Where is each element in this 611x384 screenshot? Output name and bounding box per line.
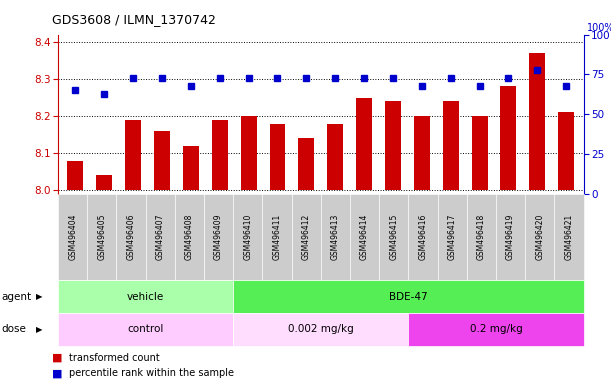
Text: vehicle: vehicle [127, 291, 164, 302]
Text: GSM496413: GSM496413 [331, 214, 340, 260]
Bar [356, 98, 372, 190]
Text: GSM496410: GSM496410 [243, 214, 252, 260]
Bar [298, 138, 314, 190]
Bar [327, 124, 343, 190]
Text: BDE-47: BDE-47 [389, 291, 428, 302]
Text: GSM496404: GSM496404 [68, 214, 77, 260]
Bar [183, 146, 199, 190]
Text: GDS3608 / ILMN_1370742: GDS3608 / ILMN_1370742 [52, 13, 216, 26]
Text: percentile rank within the sample: percentile rank within the sample [69, 368, 234, 378]
Text: dose: dose [1, 324, 26, 334]
Text: agent: agent [1, 291, 31, 302]
Text: transformed count: transformed count [69, 353, 160, 363]
Text: GSM496420: GSM496420 [535, 214, 544, 260]
Bar [472, 116, 488, 190]
Text: GSM496411: GSM496411 [273, 214, 282, 260]
Bar [67, 161, 83, 190]
Text: GSM496412: GSM496412 [302, 214, 310, 260]
Bar [125, 120, 141, 190]
Text: GSM496405: GSM496405 [97, 214, 106, 260]
Text: 100%: 100% [587, 23, 611, 33]
Text: GSM496416: GSM496416 [419, 214, 428, 260]
Text: 0.2 mg/kg: 0.2 mg/kg [469, 324, 522, 334]
Bar [385, 101, 401, 190]
Text: GSM496409: GSM496409 [214, 214, 223, 260]
Bar [529, 53, 545, 190]
Text: GSM496414: GSM496414 [360, 214, 369, 260]
Text: GSM496408: GSM496408 [185, 214, 194, 260]
Text: ▶: ▶ [37, 292, 43, 301]
Bar [212, 120, 228, 190]
Bar [97, 175, 112, 190]
Bar [154, 131, 170, 190]
Text: GSM496421: GSM496421 [565, 214, 573, 260]
Text: ■: ■ [52, 353, 62, 363]
Text: GSM496406: GSM496406 [126, 214, 136, 260]
Bar [558, 113, 574, 190]
Bar [500, 86, 516, 190]
Text: GSM496418: GSM496418 [477, 214, 486, 260]
Text: 0.002 mg/kg: 0.002 mg/kg [288, 324, 354, 334]
Bar [269, 124, 285, 190]
Text: GSM496407: GSM496407 [156, 214, 165, 260]
Text: GSM496419: GSM496419 [506, 214, 515, 260]
Bar [414, 116, 430, 190]
Bar [241, 116, 257, 190]
Text: GSM496415: GSM496415 [389, 214, 398, 260]
Text: GSM496417: GSM496417 [448, 214, 456, 260]
Text: ▶: ▶ [37, 325, 43, 334]
Bar [443, 101, 459, 190]
Text: control: control [128, 324, 164, 334]
Text: ■: ■ [52, 368, 62, 378]
